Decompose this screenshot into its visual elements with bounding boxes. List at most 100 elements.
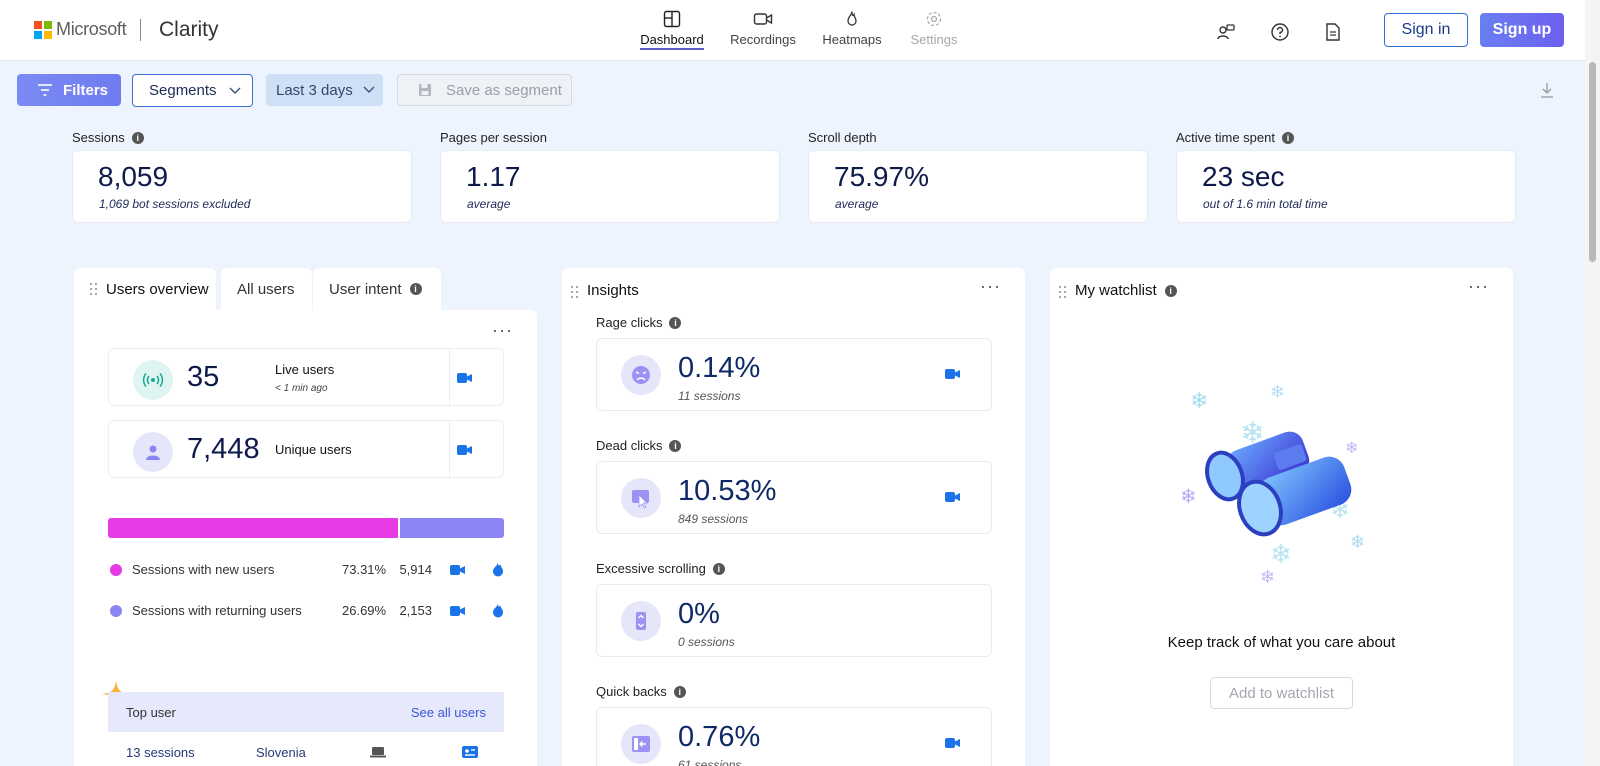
video-camera-icon[interactable]	[945, 491, 961, 503]
row-divider	[449, 421, 450, 479]
insight-label-text: Dead clicks	[596, 438, 663, 453]
gear-icon	[926, 11, 942, 27]
insight-label-dead-clicks: Dead clicks i	[596, 438, 682, 453]
kpi-label-active-time: Active time spent i	[1176, 130, 1294, 145]
page-scrollbar[interactable]	[1585, 0, 1600, 766]
dashboard-icon	[663, 10, 681, 28]
flame-icon[interactable]	[492, 562, 504, 577]
save-as-segment-button: Save as segment	[397, 74, 572, 106]
drag-handle-icon[interactable]	[1059, 286, 1067, 298]
tab-user-intent[interactable]: User intent i	[313, 268, 441, 310]
legend-count: 5,914	[399, 562, 432, 577]
help-icon[interactable]	[1270, 22, 1290, 42]
bar-segment-returning-users[interactable]	[400, 518, 504, 538]
bar-segment-new-users[interactable]	[108, 518, 399, 538]
video-camera-icon[interactable]	[945, 368, 961, 380]
legend-row-returning-users: Sessions with returning users 26.69% 2,1…	[110, 603, 506, 618]
video-camera-icon[interactable]	[450, 605, 466, 617]
info-icon[interactable]: i	[131, 131, 144, 144]
nav-heatmaps[interactable]: Heatmaps	[820, 8, 884, 54]
kpi-card-scroll-depth: 75.97% average	[808, 150, 1148, 223]
insight-card-dead-clicks[interactable]: 10.53% 849 sessions	[596, 461, 992, 534]
info-icon[interactable]: i	[1282, 131, 1294, 144]
flame-icon	[847, 11, 857, 26]
live-users-subtext: < 1 min ago	[275, 383, 328, 394]
unique-users-card[interactable]: 7,448 Unique users	[108, 420, 504, 479]
add-to-watchlist-button: Add to watchlist	[1210, 677, 1353, 709]
id-card-icon[interactable]	[462, 746, 478, 758]
drag-handle-icon[interactable]	[571, 286, 579, 298]
sign-up-button[interactable]: Sign up	[1480, 13, 1564, 47]
nav-label: Settings	[910, 32, 958, 47]
date-range-label: Last 3 days	[276, 81, 353, 99]
insight-label-text: Quick backs	[596, 684, 667, 699]
insight-card-rage-clicks[interactable]: 0.14% 11 sessions	[596, 338, 992, 411]
insight-subtext: 61 sessions	[678, 758, 742, 766]
cursor-click-icon	[621, 478, 661, 518]
legend-label: Sessions with returning users	[132, 603, 302, 618]
insight-value: 0.14%	[678, 352, 761, 384]
top-user-row[interactable]: 13 sessions Slovenia	[108, 732, 504, 766]
date-range-dropdown[interactable]: Last 3 days	[266, 74, 383, 106]
kpi-label-text: Pages per session	[440, 130, 547, 145]
flame-icon[interactable]	[492, 603, 504, 618]
legend-percent: 26.69%	[342, 603, 387, 618]
watchlist-title: My watchlist i	[1075, 282, 1177, 299]
tab-users-overview[interactable]: Users overview	[74, 268, 216, 310]
insight-subtext: 11 sessions	[678, 389, 741, 403]
sign-in-button[interactable]: Sign in	[1384, 13, 1468, 47]
info-icon[interactable]: i	[712, 562, 725, 575]
info-icon[interactable]: i	[1164, 284, 1177, 297]
insight-label-text: Excessive scrolling	[596, 561, 706, 576]
video-camera-icon[interactable]	[945, 737, 961, 749]
video-camera-icon[interactable]	[457, 444, 473, 456]
nav-dashboard[interactable]: Dashboard	[640, 8, 704, 54]
people-feedback-icon[interactable]	[1216, 22, 1236, 42]
insight-subtext: 0 sessions	[678, 635, 735, 649]
insight-card-quick-backs[interactable]: 0.76% 61 sessions	[596, 707, 992, 766]
insight-value: 0.76%	[678, 721, 761, 753]
more-options-icon[interactable]: ···	[980, 276, 1001, 296]
scrollbar-thumb[interactable]	[1589, 62, 1596, 262]
kpi-value: 75.97%	[834, 161, 929, 192]
kpi-card-sessions: 8,059 1,069 bot sessions excluded	[72, 150, 412, 223]
insight-label-text: Rage clicks	[596, 315, 663, 330]
brand-product[interactable]: Clarity	[159, 18, 219, 41]
svg-text:❄: ❄	[1350, 532, 1365, 552]
live-users-count: 35	[187, 361, 220, 393]
video-camera-icon[interactable]	[457, 372, 473, 384]
info-icon[interactable]: i	[669, 439, 682, 452]
chevron-down-icon	[363, 86, 375, 93]
top-bar: Microsoft Clarity Dashboard Recordings H…	[0, 0, 1585, 61]
scroll-icon	[621, 601, 661, 641]
video-camera-icon	[753, 13, 773, 25]
see-all-users-link[interactable]: See all users	[410, 704, 486, 720]
info-icon[interactable]: i	[669, 316, 682, 329]
info-icon[interactable]: i	[673, 685, 686, 698]
more-options-icon[interactable]: ···	[1468, 276, 1489, 296]
segments-dropdown[interactable]: Segments	[132, 74, 253, 107]
insight-card-excessive-scrolling[interactable]: 0% 0 sessions	[596, 584, 992, 657]
drag-handle-icon[interactable]	[90, 283, 98, 295]
svg-text:❄: ❄	[1260, 567, 1275, 587]
info-icon[interactable]: i	[409, 283, 422, 295]
legend-count: 2,153	[399, 603, 432, 618]
kpi-label-text: Sessions	[72, 130, 125, 145]
save-icon	[419, 84, 431, 96]
video-camera-icon[interactable]	[450, 564, 466, 576]
live-users-label: Live users	[275, 362, 335, 377]
tab-label: Users overview	[106, 280, 209, 298]
document-icon[interactable]	[1323, 22, 1343, 42]
download-icon[interactable]	[1540, 82, 1554, 98]
live-users-card[interactable]: 35 Live users < 1 min ago	[108, 348, 504, 407]
more-options-icon[interactable]: ···	[492, 320, 513, 340]
tab-all-users[interactable]: All users	[221, 268, 312, 310]
nav-recordings[interactable]: Recordings	[728, 8, 798, 54]
legend-label: Sessions with new users	[132, 562, 275, 577]
filters-button[interactable]: Filters	[17, 74, 121, 106]
svg-text:❄: ❄	[1190, 388, 1208, 413]
watchlist-panel: My watchlist i ··· ❄ ❄ ❄ ❄ ❄ ❄ ❄ ❄ ❄ Kee…	[1050, 268, 1513, 766]
insight-label-quick-backs: Quick backs i	[596, 684, 686, 699]
live-signal-icon	[133, 360, 173, 400]
filters-label: Filters	[63, 81, 109, 99]
